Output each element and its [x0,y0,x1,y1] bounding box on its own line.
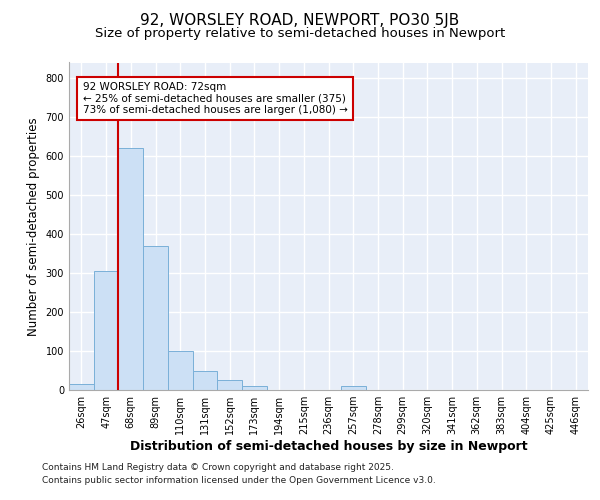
Bar [168,351,193,390]
Bar [118,148,143,390]
Bar [193,372,217,390]
Bar [341,386,365,390]
Text: 92 WORSLEY ROAD: 72sqm
← 25% of semi-detached houses are smaller (375)
73% of se: 92 WORSLEY ROAD: 72sqm ← 25% of semi-det… [83,82,347,115]
Text: Size of property relative to semi-detached houses in Newport: Size of property relative to semi-detach… [95,28,505,40]
Text: Contains HM Land Registry data © Crown copyright and database right 2025.: Contains HM Land Registry data © Crown c… [42,464,394,472]
Bar [94,271,118,390]
Bar [242,386,267,390]
Text: Contains public sector information licensed under the Open Government Licence v3: Contains public sector information licen… [42,476,436,485]
Bar [143,246,168,390]
Y-axis label: Number of semi-detached properties: Number of semi-detached properties [27,117,40,336]
Bar [217,380,242,390]
Text: 92, WORSLEY ROAD, NEWPORT, PO30 5JB: 92, WORSLEY ROAD, NEWPORT, PO30 5JB [140,12,460,28]
X-axis label: Distribution of semi-detached houses by size in Newport: Distribution of semi-detached houses by … [130,440,527,453]
Bar [69,384,94,390]
